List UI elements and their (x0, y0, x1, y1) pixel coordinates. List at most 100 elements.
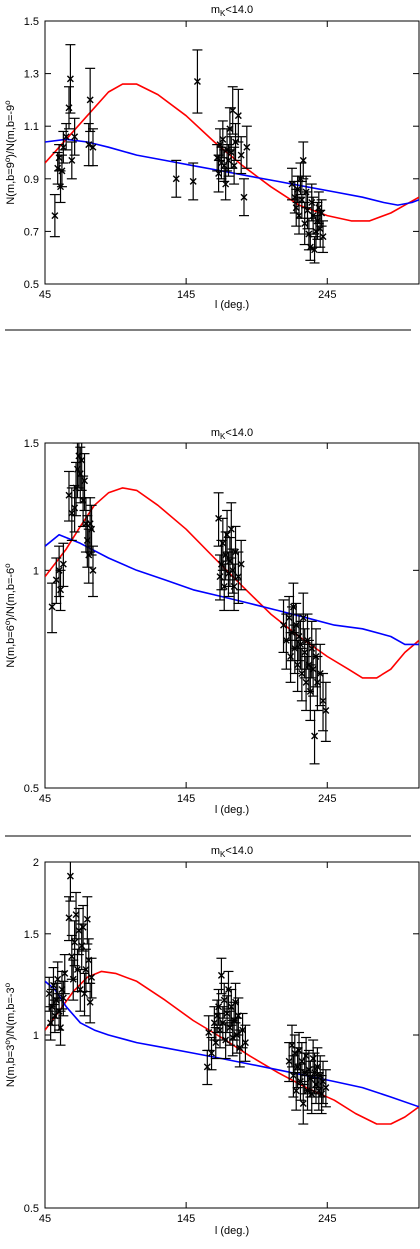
y-tick-label: 2 (33, 857, 39, 869)
data-marker (288, 1041, 296, 1049)
data-marker (298, 196, 306, 204)
data-marker (48, 603, 56, 611)
data-marker (189, 177, 197, 185)
data-marker (319, 697, 327, 705)
data-marker (240, 193, 248, 201)
data-marker (309, 665, 317, 673)
data-point (69, 117, 80, 156)
y-tick-label: 0.5 (24, 1203, 39, 1215)
data-marker (230, 582, 238, 590)
data-point (220, 1022, 231, 1060)
data-marker (313, 678, 321, 686)
data-point (289, 624, 300, 675)
data-point (83, 122, 94, 167)
y-tick-label: 0.5 (24, 783, 39, 795)
model-curve-blue (45, 533, 419, 646)
data-point (45, 976, 55, 1012)
data-point (66, 141, 77, 180)
data-marker (62, 133, 70, 141)
data-marker (86, 998, 94, 1006)
data-marker (226, 557, 234, 565)
data-point (291, 602, 302, 649)
data-point (63, 86, 74, 130)
data-point (298, 1083, 309, 1125)
data-point (171, 159, 182, 198)
data-marker (68, 156, 76, 164)
data-marker (59, 994, 67, 1002)
data-point (305, 664, 316, 722)
data-marker (88, 973, 96, 981)
data-marker (311, 732, 319, 740)
data-marker (65, 491, 73, 499)
data-marker (66, 75, 74, 83)
data-point (302, 191, 313, 230)
data-marker (203, 1063, 211, 1071)
data-marker (313, 1063, 321, 1071)
y-tick-label: 1.3 (24, 69, 39, 81)
data-marker (69, 975, 77, 983)
data-point (47, 582, 58, 634)
data-marker (219, 135, 227, 143)
data-marker (83, 915, 91, 923)
data-point (58, 542, 69, 588)
data-point (316, 199, 327, 227)
data-marker (61, 969, 69, 977)
data-marker (318, 209, 326, 217)
data-point (320, 681, 331, 742)
data-marker (299, 1100, 307, 1107)
data-marker (78, 456, 86, 464)
data-point (59, 954, 70, 995)
y-tick-label: 1.5 (24, 929, 39, 941)
data-point (286, 606, 297, 662)
data-point (69, 920, 80, 967)
data-marker (227, 525, 235, 533)
data-marker (222, 1036, 230, 1044)
data-marker (234, 112, 242, 120)
data-marker (219, 539, 227, 547)
x-axis-label: l (deg.) (215, 1225, 249, 1237)
data-marker (72, 911, 80, 919)
data-marker (315, 204, 323, 212)
data-point (56, 154, 67, 188)
data-marker (68, 509, 76, 517)
x-tick-label: 45 (39, 289, 51, 301)
data-marker (224, 156, 232, 164)
data-marker (193, 77, 201, 85)
data-point (216, 539, 227, 591)
y-axis-label: N(m,b=6o)/N(m,b=-6o (3, 563, 17, 668)
data-marker (230, 162, 238, 170)
data-marker (292, 204, 300, 212)
data-marker (55, 154, 63, 162)
data-point (80, 948, 91, 993)
data-marker (226, 125, 234, 133)
data-marker (301, 648, 309, 656)
data-point (192, 49, 203, 114)
data-marker (68, 952, 76, 960)
x-tick-label: 245 (318, 793, 336, 805)
data-marker (298, 669, 306, 677)
y-tick-label: 1.5 (24, 16, 39, 28)
data-marker (285, 1057, 293, 1065)
data-marker (223, 531, 231, 539)
data-marker (301, 220, 309, 228)
data-point (229, 563, 240, 612)
data-point (75, 968, 86, 1012)
data-point (68, 959, 79, 1001)
x-tick-label: 145 (177, 793, 195, 805)
data-marker (239, 1026, 247, 1034)
data-point (49, 193, 60, 238)
plot-frame (44, 20, 420, 285)
data-point (82, 896, 93, 945)
y-tick-label: 1 (33, 565, 39, 577)
data-marker (285, 614, 293, 622)
data-point (55, 569, 66, 612)
data-marker (311, 246, 319, 254)
data-marker (306, 687, 314, 695)
data-point (312, 655, 323, 712)
data-point (313, 191, 324, 225)
data-marker (299, 156, 307, 164)
data-point (316, 1074, 327, 1115)
data-point (229, 146, 240, 185)
data-point (298, 141, 309, 180)
data-marker (294, 661, 302, 669)
